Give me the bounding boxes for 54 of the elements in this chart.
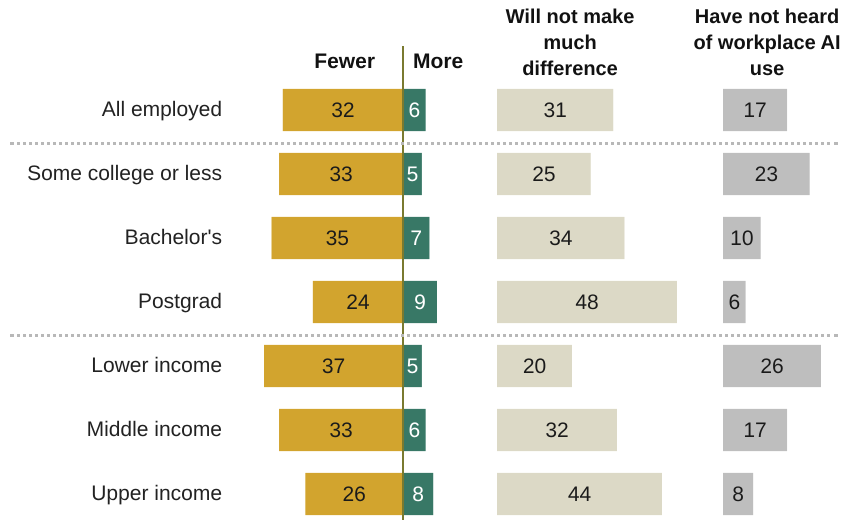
data-label: 26 [342, 482, 366, 506]
data-label: 6 [728, 290, 740, 314]
chart-title: Have not heard of workplace AI use [692, 5, 842, 82]
bar [497, 216, 624, 260]
series-label: Fewer [314, 50, 375, 73]
bar [497, 472, 662, 516]
data-label: 7 [410, 226, 422, 250]
data-label: 24 [346, 290, 370, 314]
data-label: 32 [331, 98, 355, 122]
y-tick-label: Bachelor's [124, 226, 222, 249]
data-label: 35 [326, 226, 349, 250]
y-tick-label: Postgrad [138, 290, 222, 313]
data-label: 48 [575, 290, 599, 314]
data-label: 8 [732, 482, 744, 506]
y-tick-label: Some college or less [27, 162, 222, 185]
bar [497, 408, 617, 452]
chart-title: Will not make much difference [505, 5, 635, 82]
data-label: 33 [329, 162, 353, 186]
data-label: 5 [406, 162, 418, 186]
data-label: 9 [414, 290, 426, 314]
bar [723, 216, 761, 260]
data-label: 20 [522, 354, 546, 378]
data-label: 8 [412, 482, 424, 506]
bar [723, 280, 746, 324]
bar [403, 216, 430, 260]
data-label: 17 [743, 98, 767, 122]
y-tick-label: Lower income [91, 354, 222, 377]
bar [723, 408, 788, 452]
y-tick-label: All employed [102, 98, 222, 121]
series-label: More [413, 50, 464, 73]
data-label: 31 [543, 98, 567, 122]
bar [723, 344, 821, 388]
data-label: 33 [329, 418, 353, 442]
bar [497, 344, 572, 388]
bar [723, 88, 788, 132]
data-label: 6 [408, 98, 420, 122]
data-label: 25 [532, 162, 556, 186]
data-label: 32 [545, 418, 569, 442]
data-label: 5 [406, 354, 418, 378]
bar [497, 280, 677, 324]
data-label: 44 [568, 482, 592, 506]
y-tick-label: Middle income [86, 418, 222, 441]
bar [723, 152, 810, 196]
data-label: 10 [730, 226, 754, 250]
data-label: 37 [322, 354, 346, 378]
data-label: 26 [760, 354, 784, 378]
bar [497, 88, 614, 132]
bar [723, 472, 754, 516]
y-tick-label: Upper income [91, 482, 222, 505]
data-label: 34 [549, 226, 573, 250]
data-label: 17 [743, 418, 767, 442]
bar [497, 152, 591, 196]
data-label: 23 [754, 162, 778, 186]
data-label: 6 [408, 418, 420, 442]
